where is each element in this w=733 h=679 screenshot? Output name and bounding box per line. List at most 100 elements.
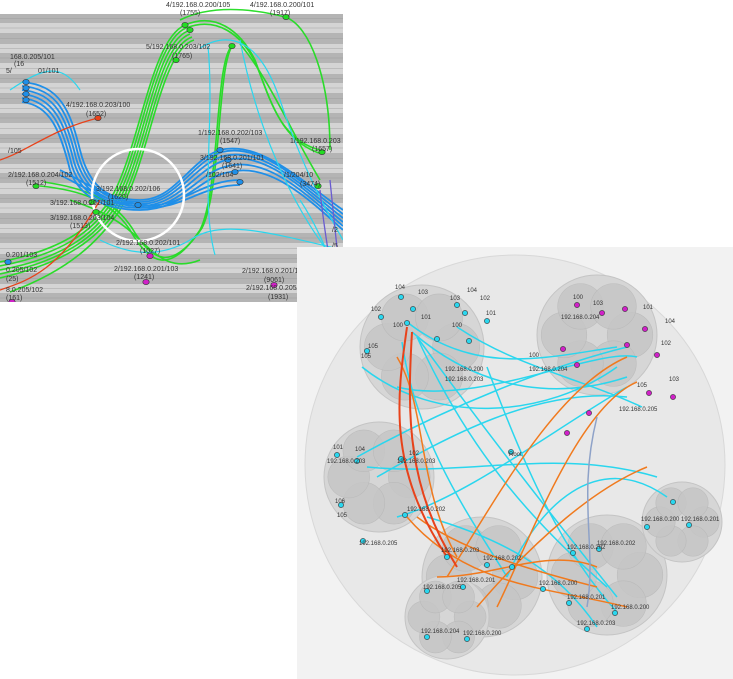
port-label: 101: [421, 315, 432, 321]
group-label: 192.168.0.204: [529, 367, 568, 373]
flow-node: [142, 279, 150, 285]
flow-label: 01/101: [38, 68, 60, 75]
port-label: 102: [661, 341, 672, 347]
host-node: [612, 610, 618, 616]
host-node: [402, 512, 408, 518]
port-label: 104: [467, 288, 478, 294]
host-node: [444, 554, 450, 560]
port-label: 104: [355, 447, 366, 453]
port-label: 100: [573, 295, 584, 301]
host-node: [644, 524, 650, 530]
group-label: 192.168.0.203: [397, 459, 436, 465]
host-node: [398, 294, 404, 300]
group-label: 192.168.0.203: [327, 459, 366, 465]
edge: [476, 466, 648, 608]
port-label: 101: [486, 311, 497, 317]
host-sub-bubble: [442, 580, 475, 614]
port-label: 101: [643, 305, 654, 311]
flow-label: 4/192.168.0.200/105: [166, 2, 230, 9]
flow-label: (1241): [134, 274, 154, 281]
edge: [408, 331, 458, 568]
radial-host-panel: 104 103 102 101 100 105 192.168.0.203 10…: [297, 247, 733, 679]
host-node: [484, 318, 490, 324]
group-label: 192.168.0.204: [561, 315, 600, 321]
flow-edge: [9, 70, 81, 91]
group-label: 192.168.0.200: [445, 367, 484, 373]
host-node: [398, 456, 404, 462]
flow-node: [270, 282, 278, 288]
host-node: [574, 302, 580, 308]
edge: [396, 355, 638, 392]
group-label: 192.168.0.203: [445, 377, 484, 383]
edge: [406, 516, 628, 608]
flow-label: (1641): [222, 163, 242, 170]
flow-label: (25): [6, 276, 18, 283]
flow-label: 4/192.168.0.200/101: [250, 2, 314, 9]
timeline-labels: 4/192.168.0.200/105 (1755) 4/192.168.0.2…: [6, 2, 341, 302]
host-node: [686, 522, 692, 528]
group-label: 192.168.0.202: [483, 556, 522, 562]
host-node: [566, 600, 572, 606]
edge: [586, 416, 598, 608]
flow-label: 4/192.168.0.203/100: [66, 102, 130, 109]
red-edges: [398, 326, 458, 568]
flow-edge: [239, 43, 321, 181]
flow-edge: [43, 43, 235, 259]
host-node: [586, 410, 592, 416]
orange-edges: [396, 356, 648, 608]
flow-label: 3/192.168.0.203/104: [50, 215, 114, 222]
group-label: 192.168.0.203: [441, 548, 480, 554]
flow-label: (161): [6, 295, 22, 302]
flow-label: 2/192.168.0.201/106: [242, 268, 306, 275]
port-label: 104: [665, 319, 676, 325]
flow-node: [216, 147, 224, 153]
flow-label: (1931): [268, 294, 288, 301]
edge: [436, 559, 598, 578]
focus-circle: [90, 147, 186, 243]
root-label: Root: [509, 452, 522, 458]
port-label: 103: [593, 301, 604, 307]
timeline-nodes: [4, 14, 326, 302]
edge: [446, 356, 628, 578]
flow-label: (1513): [70, 223, 90, 230]
flow-edge: [21, 89, 343, 219]
flow-label: 0.205/102: [6, 267, 37, 274]
flow-label: 2/192.168.0.205/100: [246, 285, 310, 292]
flow-label: (1652): [86, 111, 106, 118]
flow-node: [88, 199, 96, 205]
port-label: 105: [361, 354, 372, 360]
flow-label: 0.201/103: [6, 252, 37, 259]
port-label: 100: [393, 323, 404, 329]
host-nodes: [334, 294, 692, 642]
flow-node: [181, 22, 189, 28]
flow-node: [146, 253, 154, 259]
host-node: [509, 564, 515, 570]
port-label: 103: [418, 290, 429, 296]
flow-label: 1/192.168.0.202/103: [198, 130, 262, 137]
connection-edges: [356, 321, 668, 628]
port-label: 105: [637, 383, 648, 389]
host-node: [378, 314, 384, 320]
host-node: [599, 310, 605, 316]
flow-label: /102/104: [206, 172, 233, 179]
flow-label: (1755): [180, 10, 200, 17]
group-label: 192.168.0.201: [681, 517, 720, 523]
port-label: 102: [371, 307, 382, 313]
edge: [416, 336, 618, 598]
flow-label: 2/192.168.0.201/103: [114, 266, 178, 273]
host-node: [564, 430, 570, 436]
host-node: [404, 320, 410, 326]
host-sub-bubble: [677, 487, 709, 519]
host-node: [560, 346, 566, 352]
flow-label: /105: [8, 148, 22, 155]
flow-label: 2/192.168.0.202/101: [116, 240, 180, 247]
host-node: [584, 626, 590, 632]
edge: [406, 321, 618, 360]
flow-edge: [21, 81, 343, 211]
flow-label: 3/192.168.0.201/101: [200, 155, 264, 162]
group-label: 192.168.0.200: [463, 631, 502, 637]
flow-node: [172, 57, 180, 63]
flow-node: [22, 91, 30, 97]
cyan-flow-bundle: [9, 39, 343, 291]
flow-label: 5/: [6, 68, 12, 75]
